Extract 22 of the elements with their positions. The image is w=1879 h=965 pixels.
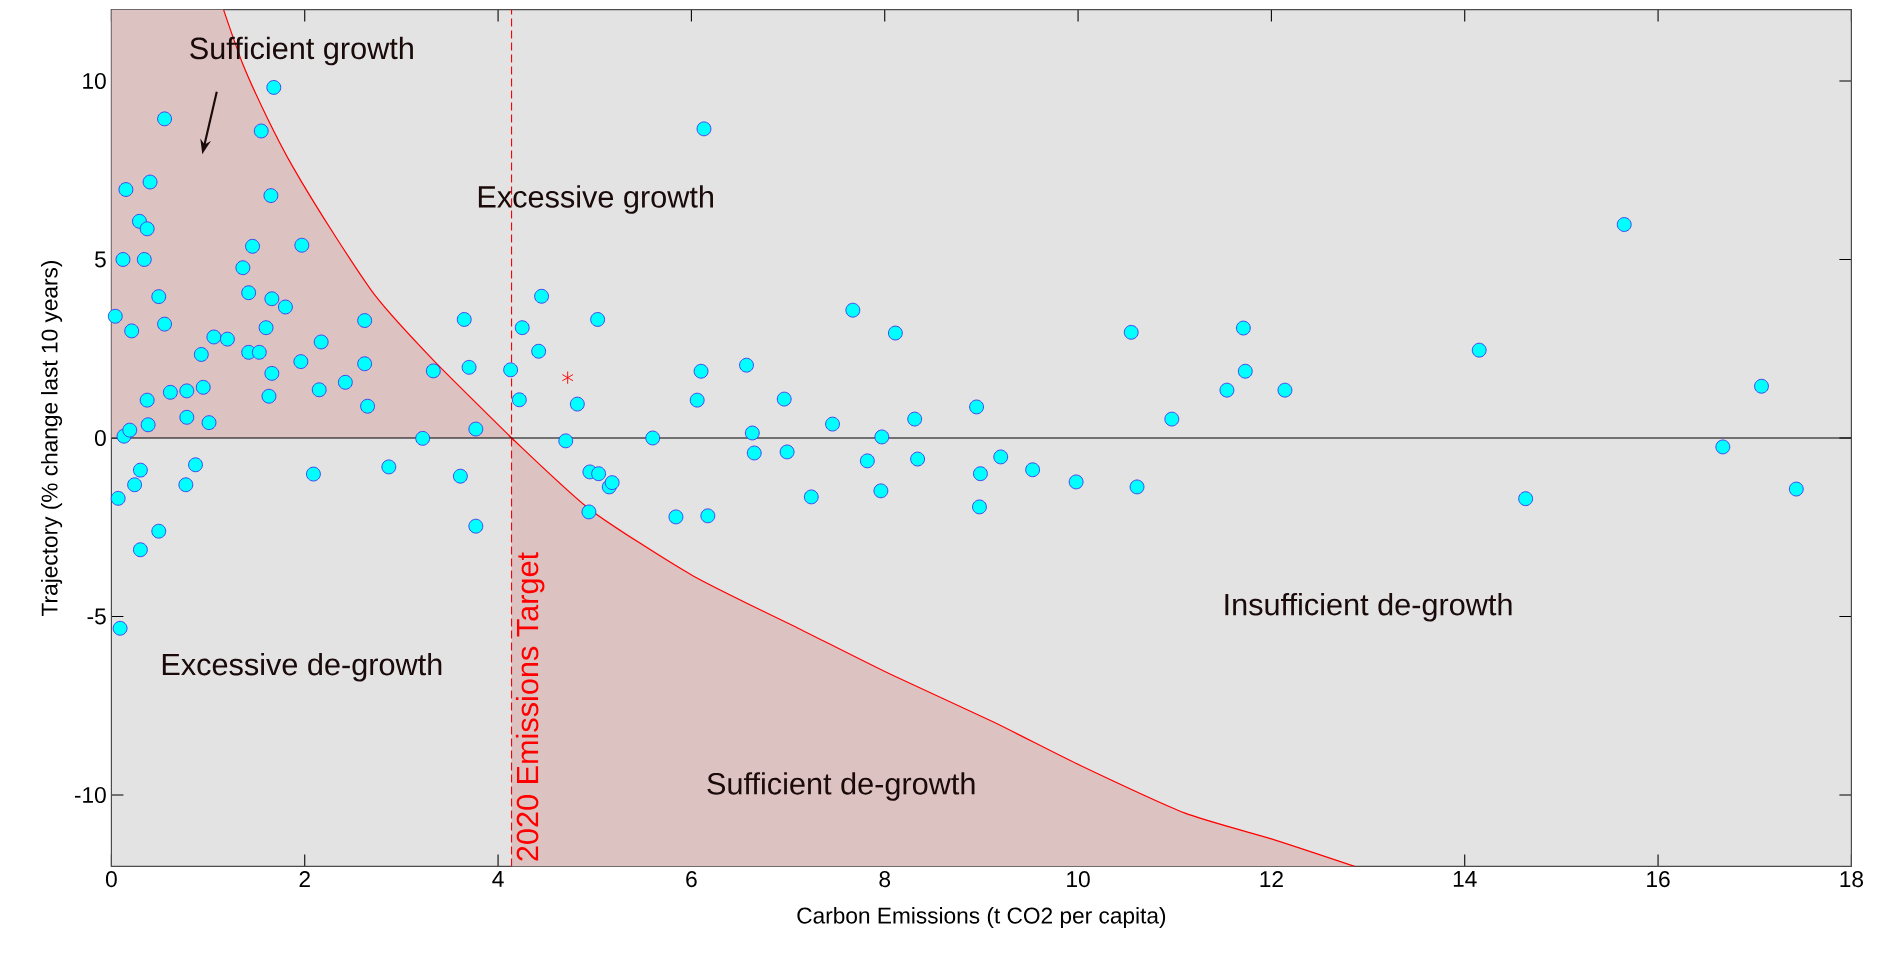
x-tick-label: 8	[879, 871, 891, 888]
annotation: Sufficient de-growth	[707, 772, 975, 801]
ref-line-label: 2020 Emissions Target	[515, 552, 545, 861]
y-tick-label: 5	[94, 251, 106, 268]
x-tick-label: 16	[1647, 871, 1670, 888]
y-tick-label: -5	[87, 608, 106, 625]
x-axis-title: Carbon Emissions (t CO2 per capita)	[797, 906, 1166, 929]
x-tick-label: 18	[1840, 871, 1864, 888]
x-tick-label: 2	[299, 871, 310, 887]
annotation: Excessive de-growth	[162, 652, 442, 682]
x-tick-label: 6	[686, 871, 697, 888]
y-tick-label: -10	[74, 786, 106, 804]
annotation: Insufficient de-growth	[1225, 592, 1512, 622]
x-tick-label: 14	[1453, 871, 1477, 887]
y-tick-label: 10	[83, 72, 106, 90]
x-tick-label: 4	[492, 871, 504, 887]
x-tick-label: 12	[1260, 871, 1283, 887]
annotation: Excessive growth	[478, 185, 713, 214]
x-tick-label: 0	[105, 871, 117, 888]
x-tick-label: 10	[1067, 871, 1090, 888]
y-tick-label: 0	[94, 429, 106, 447]
y-axis-title: Trajectory (% change last 10 years)	[40, 260, 63, 616]
